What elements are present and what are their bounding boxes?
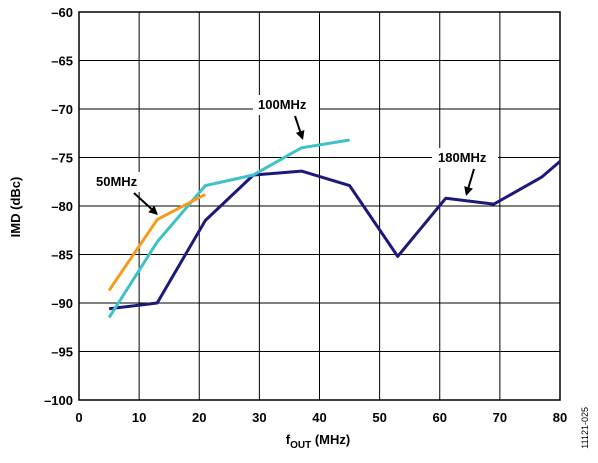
x-tick-label: 40: [312, 410, 326, 425]
x-tick-label: 0: [75, 410, 82, 425]
x-axis-title-subscript: OUT: [290, 440, 311, 451]
annotation-arrow-line: [295, 116, 300, 131]
annotation-arrow-line: [469, 169, 474, 187]
y-tick-label: –60: [51, 5, 73, 20]
annotation-arrow-line: [134, 193, 151, 209]
series-label-50mhz: 50MHz: [96, 174, 138, 189]
annotation-layer: 50MHz 100MHz 180MHz: [92, 95, 498, 215]
y-tick-label: –70: [51, 102, 73, 117]
series-line-180mhz: [109, 161, 560, 308]
y-axis-title: IMD (dBc): [8, 177, 23, 238]
y-tick-label: –95: [51, 345, 73, 360]
x-tick-label: 10: [132, 410, 146, 425]
x-tick-label: 80: [553, 410, 567, 425]
x-tick-label: 50: [372, 410, 386, 425]
x-tick-label: 60: [433, 410, 447, 425]
y-tick-label: –85: [51, 248, 73, 263]
y-tick-label: –80: [51, 199, 73, 214]
tick-label-layer: 0 10 20 30 40 50 60 70 80 –60 –65 –70 –75 –80 –85 –90 –9…: [44, 5, 567, 425]
x-axis-title-unit: (MHz): [311, 432, 350, 447]
annotation-arrow-head: [464, 186, 473, 196]
y-tick-label: –90: [51, 296, 73, 311]
y-tick-label: –65: [51, 54, 73, 69]
y-tick-label: –75: [51, 151, 73, 166]
x-axis-title: fOUT (MHz): [286, 432, 350, 451]
annotation-arrow-head: [296, 130, 305, 140]
figure-id: 11121-025: [580, 407, 590, 449]
x-tick-label: 30: [252, 410, 266, 425]
x-tick-label: 70: [493, 410, 507, 425]
y-tick-label: –100: [44, 393, 73, 408]
x-tick-label: 20: [192, 410, 206, 425]
series-line-100mhz: [109, 140, 350, 318]
series-label-180mhz: 180MHz: [438, 150, 487, 165]
grid-layer: [79, 12, 560, 400]
series-label-100mhz: 100MHz: [258, 97, 307, 112]
